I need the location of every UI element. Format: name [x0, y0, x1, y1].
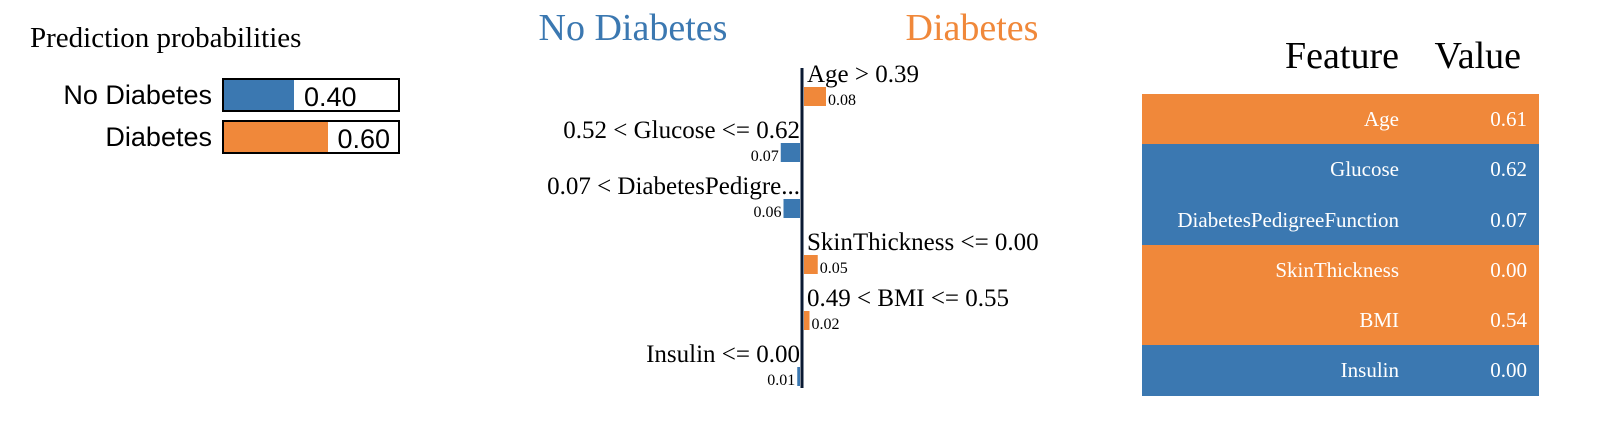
- table-cell-feature: DiabetesPedigreeFunction: [1177, 207, 1399, 232]
- feature-condition-label: 0.52 < Glucose <= 0.62: [563, 117, 800, 144]
- feature-weight-bar: [783, 199, 800, 218]
- proba-row-no-diabetes: No Diabetes 0.40: [0, 78, 420, 116]
- feature-weight-label: 0.08: [828, 92, 856, 109]
- proba-value-no-diabetes: 0.40: [304, 82, 357, 112]
- feature-condition-label: 0.07 < DiabetesPedigre...: [547, 173, 800, 200]
- proba-bar-diabetes: [224, 122, 328, 152]
- feature-condition-label: Age > 0.39: [807, 61, 919, 88]
- table-cell-feature: Insulin: [1340, 358, 1399, 383]
- table-row: Insulin 0.00: [1142, 345, 1539, 396]
- feature-weight-label: 0.02: [812, 316, 840, 333]
- feature-weight-bar: [804, 255, 818, 274]
- table-cell-feature: Age: [1364, 107, 1399, 131]
- table-cell-value: 0.54: [1490, 308, 1527, 333]
- prediction-probabilities-panel: Prediction probabilities No Diabetes 0.4…: [0, 0, 460, 200]
- proba-value-diabetes: 0.60: [337, 124, 390, 154]
- proba-bar-frame-diabetes: 0.60: [222, 120, 400, 154]
- table-cell-feature: SkinThickness: [1275, 257, 1399, 282]
- feature-weight-label: 0.06: [754, 204, 782, 221]
- proba-label-no-diabetes: No Diabetes: [63, 80, 212, 110]
- feature-weight-label: 0.07: [751, 148, 779, 165]
- prediction-probabilities-title: Prediction probabilities: [30, 22, 302, 54]
- table-row: Age 0.61: [1142, 94, 1539, 145]
- feature-weight-label: 0.05: [820, 260, 848, 277]
- table-cell-feature: Glucose: [1330, 157, 1399, 182]
- feature-weight-bar: [780, 143, 800, 162]
- positive-class-title: Diabetes: [906, 7, 1039, 49]
- proba-label-diabetes: Diabetes: [105, 122, 212, 152]
- proba-bar-frame-no-diabetes: 0.40: [222, 78, 400, 112]
- table-cell-feature: BMI: [1359, 308, 1399, 333]
- feature-weight-bar: [804, 311, 810, 330]
- proba-bar-no-diabetes: [224, 80, 294, 110]
- negative-class-title: No Diabetes: [539, 7, 728, 49]
- table-row: Glucose 0.62: [1142, 144, 1539, 195]
- proba-row-diabetes: Diabetes 0.60: [0, 120, 420, 158]
- table-cell-value: 0.61: [1490, 107, 1527, 131]
- table-header-feature: Feature: [1285, 35, 1399, 77]
- table-cell-value: 0.00: [1490, 358, 1527, 383]
- feature-weight-bar: [804, 87, 826, 106]
- feature-condition-label: SkinThickness <= 0.00: [807, 229, 1039, 256]
- table-body: Age 0.61 Glucose 0.62 DiabetesPedigreeFuncti…: [1142, 94, 1539, 396]
- table-row: SkinThickness 0.00: [1142, 244, 1539, 296]
- feature-weight-label: 0.01: [767, 372, 795, 389]
- table-cell-value: 0.62: [1490, 157, 1527, 182]
- table-header: Feature Value: [1142, 30, 1539, 94]
- table-header-value: Value: [1434, 35, 1521, 77]
- table-row: DiabetesPedigreeFunction 0.07: [1142, 194, 1539, 245]
- feature-condition-label: Insulin <= 0.00: [646, 341, 800, 368]
- table-cell-value: 0.00: [1490, 257, 1527, 282]
- feature-value-table: Feature Value Age 0.61 Glucose 0.62 Diabetes…: [1142, 30, 1539, 396]
- feature-bars: Age > 0.39 0.08 0.52 < Glucose <= 0.62 0.07…: [547, 61, 1039, 389]
- table-cell-value: 0.07: [1490, 207, 1527, 232]
- table-row: BMI 0.54: [1142, 295, 1539, 346]
- explanation-chart: No Diabetes Diabetes Age > 0.39 0.08 0.52 …: [539, 7, 1039, 389]
- feature-weight-bar: [797, 367, 800, 386]
- feature-condition-label: 0.49 < BMI <= 0.55: [807, 285, 1009, 312]
